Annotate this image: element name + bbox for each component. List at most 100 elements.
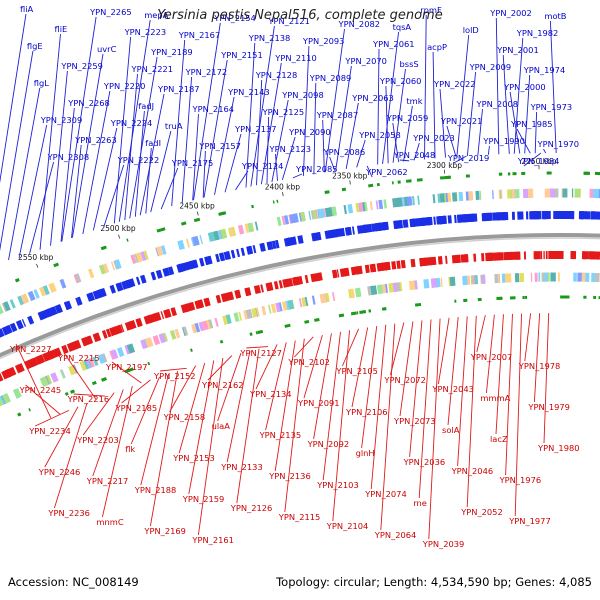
forward-rna-mark [53, 262, 59, 268]
reverse-gene-label: YPN_2227 [9, 344, 52, 354]
forward-cog-mark [276, 216, 282, 227]
forward-gene-leader [113, 36, 132, 224]
forward-gene-leader [0, 13, 27, 184]
forward-gene-leader [513, 37, 524, 154]
reverse-cds-mark [185, 303, 190, 312]
reverse-gene-leader [15, 343, 52, 419]
forward-rna-mark [180, 221, 187, 226]
scale-tick [196, 211, 199, 216]
forward-rna-mark [193, 217, 201, 223]
reverse-gene-leader [389, 322, 405, 376]
forward-gene-leader [275, 153, 278, 181]
forward-gene-label: YPN_2189 [150, 47, 193, 57]
reverse-gene-label: YPN_2217 [86, 476, 129, 486]
forward-rna-mark [416, 178, 423, 182]
forward-cog-mark [20, 294, 28, 305]
forward-gene-label: YPN_2125 [262, 107, 305, 117]
forward-cds-mark [371, 223, 379, 232]
reverse-cds-mark [172, 307, 177, 316]
reverse-gene-label: YPN_2046 [451, 466, 494, 476]
forward-gene-label: YPN_2154 [213, 13, 256, 23]
forward-gene-leader [82, 90, 111, 235]
forward-cog-mark [43, 285, 50, 295]
reverse-cds-mark [282, 278, 290, 288]
reverse-cds-mark [197, 299, 204, 309]
forward-gene-label: YPN_2022 [433, 79, 476, 89]
reverse-gene-leader [457, 316, 468, 467]
reverse-cog-mark [111, 349, 119, 360]
forward-gene-leader [181, 76, 193, 204]
forward-cog-mark [229, 227, 235, 237]
forward-gene-leader [150, 130, 172, 213]
reverse-cds-mark [364, 264, 370, 274]
forward-gene-leader [50, 70, 68, 246]
reverse-rna-mark [17, 412, 22, 417]
reverse-cds-mark [203, 297, 211, 307]
reverse-gene-leader [265, 342, 287, 431]
forward-gene-label: YPN_2000 [503, 82, 546, 92]
forward-gene-label: YPN_1990 [482, 136, 525, 146]
forward-gene-label: fadJ [138, 101, 154, 111]
forward-gene-label: YPN_2093 [302, 36, 345, 46]
reverse-cog-mark [97, 353, 106, 365]
reverse-rna-mark [338, 313, 345, 318]
reverse-gene-leader [409, 320, 423, 458]
forward-cog-mark [217, 230, 222, 240]
reverse-cog-mark [174, 328, 181, 339]
forward-cds-mark [115, 282, 124, 292]
forward-gene-label: YPN_1984 [517, 156, 560, 166]
reverse-gene-label: YPN_2091 [297, 398, 340, 408]
forward-cds-mark [246, 245, 253, 255]
forward-cog-mark [317, 208, 325, 219]
forward-gene-label: YPN_2220 [103, 81, 146, 91]
forward-gene-leader [432, 51, 436, 159]
reverse-rna-mark [64, 392, 69, 396]
reverse-gene-label: YPN_2127 [239, 348, 282, 358]
reverse-gene-label: YPN_2007 [470, 352, 513, 362]
reverse-gene-leader [53, 402, 88, 509]
reverse-gene-leader [274, 340, 296, 472]
reverse-cds-mark [6, 369, 12, 378]
reverse-rna-mark [284, 323, 291, 328]
accession-label: Accession: NC_008149 [8, 575, 139, 589]
forward-gene-leader [534, 111, 538, 154]
forward-cds-mark [376, 222, 383, 232]
forward-cds-mark [356, 225, 364, 234]
reverse-gene-leader [332, 330, 351, 522]
forward-cds-mark [57, 304, 63, 313]
forward-gene-leader [103, 164, 125, 227]
reverse-gene-label: YPN_1980 [537, 443, 580, 453]
topology-label: Topology: circular; Length: 4,534,590 bp… [276, 575, 592, 589]
reverse-rna-mark [350, 311, 357, 316]
forward-gene-label: YPN_2123 [269, 144, 312, 154]
reverse-gene-leader [380, 323, 396, 531]
reverse-gene-leader [341, 328, 360, 367]
reverse-gene-leader [495, 314, 504, 435]
forward-gene-label: YPN_2087 [316, 110, 359, 120]
reverse-cog-mark [101, 353, 108, 363]
reverse-gene-label: YPN_2092 [307, 439, 350, 449]
forward-gene-label: YPN_2098 [281, 90, 324, 100]
forward-gene-leader [524, 74, 531, 154]
forward-cog-mark [347, 203, 354, 214]
forward-cds-mark [328, 229, 334, 239]
forward-gene-leader [8, 87, 41, 261]
reverse-cds-mark [85, 336, 92, 345]
forward-cds-mark [21, 319, 27, 327]
forward-rna-mark [405, 179, 412, 183]
reverse-cds-mark [146, 315, 152, 324]
forward-gene-leader [92, 127, 118, 231]
forward-gene-label: YPN_2023 [412, 133, 455, 143]
reverse-cds-mark [234, 289, 242, 299]
scale-label: 2400 kbp [265, 183, 301, 192]
reverse-gene-leader [101, 386, 133, 518]
forward-cds-mark [121, 281, 128, 290]
forward-gene-leader [322, 119, 325, 173]
reverse-gene-label: YPN_2216 [67, 394, 110, 404]
reverse-cds-mark [163, 310, 168, 319]
scale-label: 2500 kbp [100, 224, 136, 233]
reverse-cds-mark [135, 317, 143, 327]
forward-cds-mark [362, 224, 368, 233]
